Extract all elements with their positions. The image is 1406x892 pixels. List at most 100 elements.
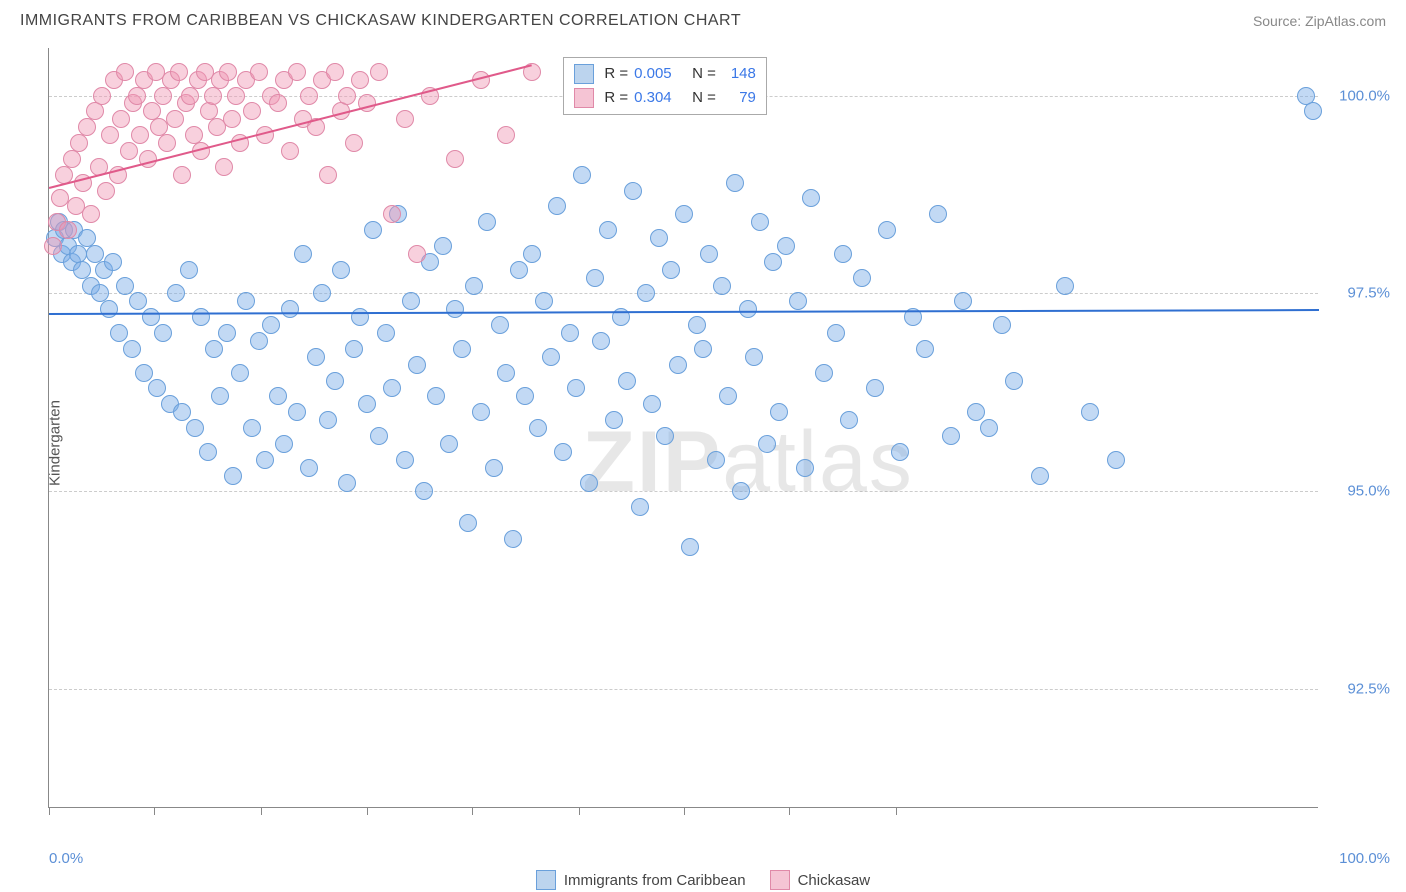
data-point xyxy=(777,237,795,255)
data-point xyxy=(154,87,172,105)
data-point xyxy=(319,166,337,184)
data-point xyxy=(158,134,176,152)
data-point xyxy=(288,403,306,421)
y-tick-label: 97.5% xyxy=(1326,285,1390,302)
series-legend: Immigrants from CaribbeanChickasaw xyxy=(0,870,1406,890)
data-point xyxy=(637,284,655,302)
gridline xyxy=(49,689,1318,690)
data-point xyxy=(148,379,166,397)
data-point xyxy=(631,498,649,516)
data-point xyxy=(707,451,725,469)
x-tick xyxy=(896,807,897,815)
data-point xyxy=(377,324,395,342)
stat-r-value: 0.304 xyxy=(634,86,682,110)
trend-line xyxy=(49,309,1319,315)
data-point xyxy=(86,102,104,120)
data-point xyxy=(472,403,490,421)
data-point xyxy=(453,340,471,358)
y-tick-label: 100.0% xyxy=(1326,87,1390,104)
data-point xyxy=(459,514,477,532)
data-point xyxy=(199,443,217,461)
stats-row: R =0.005N =148 xyxy=(574,62,756,86)
x-tick xyxy=(49,807,50,815)
data-point xyxy=(548,197,566,215)
data-point xyxy=(662,261,680,279)
data-point xyxy=(351,308,369,326)
data-point xyxy=(1081,403,1099,421)
gridline xyxy=(49,491,1318,492)
data-point xyxy=(120,142,138,160)
y-tick-label: 92.5% xyxy=(1326,681,1390,698)
data-point xyxy=(44,237,62,255)
data-point xyxy=(618,372,636,390)
data-point xyxy=(891,443,909,461)
data-point xyxy=(383,205,401,223)
stat-n-label: N = xyxy=(692,86,716,110)
data-point xyxy=(173,403,191,421)
data-point xyxy=(446,300,464,318)
data-point xyxy=(535,292,553,310)
data-point xyxy=(129,292,147,310)
data-point xyxy=(656,427,674,445)
data-point xyxy=(497,126,515,144)
data-point xyxy=(154,324,172,342)
data-point xyxy=(573,166,591,184)
data-point xyxy=(326,63,344,81)
data-point xyxy=(465,277,483,295)
data-point xyxy=(764,253,782,271)
data-point xyxy=(827,324,845,342)
data-point xyxy=(211,387,229,405)
data-point xyxy=(300,459,318,477)
data-point xyxy=(82,205,100,223)
data-point xyxy=(1304,102,1322,120)
x-tick xyxy=(472,807,473,815)
data-point xyxy=(250,332,268,350)
chart-header: IMMIGRANTS FROM CARIBBEAN VS CHICKASAW K… xyxy=(0,0,1406,38)
data-point xyxy=(554,443,572,461)
data-point xyxy=(275,435,293,453)
source-prefix: Source: xyxy=(1253,13,1305,29)
data-point xyxy=(358,395,376,413)
data-point xyxy=(878,221,896,239)
data-point xyxy=(186,419,204,437)
chart-title: IMMIGRANTS FROM CARIBBEAN VS CHICKASAW K… xyxy=(20,12,741,30)
data-point xyxy=(59,221,77,239)
data-point xyxy=(351,71,369,89)
data-point xyxy=(751,213,769,231)
data-point xyxy=(227,87,245,105)
data-point xyxy=(700,245,718,263)
data-point xyxy=(219,63,237,81)
data-point xyxy=(97,182,115,200)
data-point xyxy=(294,245,312,263)
data-point xyxy=(415,482,433,500)
data-point xyxy=(402,292,420,310)
data-point xyxy=(942,427,960,445)
data-point xyxy=(70,134,88,152)
data-point xyxy=(370,63,388,81)
data-point xyxy=(510,261,528,279)
data-point xyxy=(719,387,737,405)
data-point xyxy=(131,126,149,144)
data-point xyxy=(592,332,610,350)
legend-item: Immigrants from Caribbean xyxy=(536,870,746,890)
data-point xyxy=(223,110,241,128)
data-point xyxy=(440,435,458,453)
data-point xyxy=(243,102,261,120)
stat-r-label: R = xyxy=(604,86,628,110)
data-point xyxy=(262,316,280,334)
data-point xyxy=(205,340,223,358)
chart-container: Kindergarten 92.5%95.0%97.5%100.0%0.0%10… xyxy=(0,38,1406,848)
stats-legend: R =0.005N =148R =0.304N =79 xyxy=(563,57,767,115)
data-point xyxy=(802,189,820,207)
data-point xyxy=(504,530,522,548)
data-point xyxy=(364,221,382,239)
data-point xyxy=(231,364,249,382)
data-point xyxy=(770,403,788,421)
x-tick xyxy=(579,807,580,815)
legend-swatch xyxy=(536,870,556,890)
data-point xyxy=(326,372,344,390)
data-point xyxy=(218,324,236,342)
data-point xyxy=(345,340,363,358)
data-point xyxy=(815,364,833,382)
data-point xyxy=(688,316,706,334)
